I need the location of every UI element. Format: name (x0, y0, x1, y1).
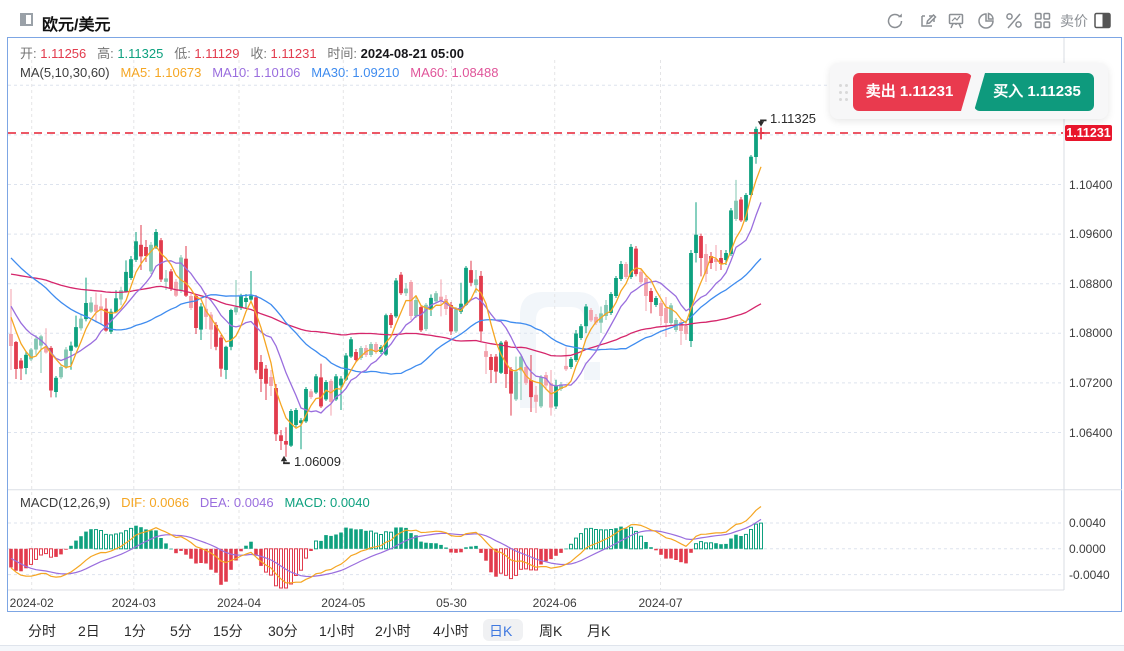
svg-text:卖价: 卖价 (1060, 13, 1088, 29)
